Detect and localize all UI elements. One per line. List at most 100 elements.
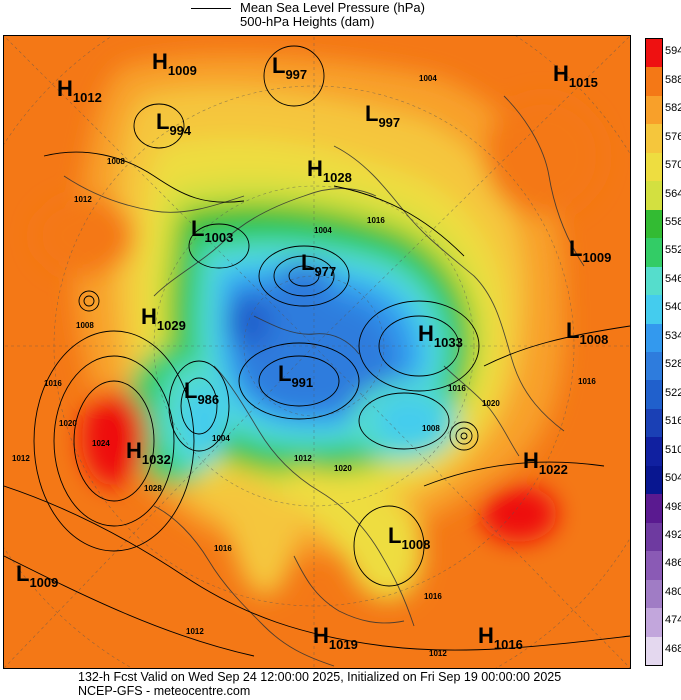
color-scale-cell bbox=[646, 124, 662, 154]
isobar-label: 1016 bbox=[44, 379, 62, 388]
color-scale-label: 504 bbox=[665, 472, 681, 485]
color-scale-cell bbox=[646, 209, 662, 239]
isobar-label: 1016 bbox=[424, 592, 442, 601]
color-scale-cell bbox=[646, 636, 662, 666]
low-pressure-center: L991 bbox=[278, 361, 313, 390]
weather-map-canvas: 1004 1008 1012 1016 1004 1008 1016 1020 1024 1012… bbox=[4, 36, 630, 668]
low-pressure-center: L986 bbox=[184, 378, 219, 407]
isobar-line-sample bbox=[191, 8, 231, 9]
isobar-label: 1012 bbox=[294, 454, 312, 463]
isobar-label: 1012 bbox=[186, 627, 204, 636]
height-field bbox=[4, 36, 630, 668]
low-pressure-center: L1003 bbox=[191, 216, 233, 245]
low-pressure-center: L1009 bbox=[16, 561, 58, 590]
map-legend: Mean Sea Level Pressure (hPa) 500-hPa He… bbox=[0, 0, 681, 34]
isobar-label: 1020 bbox=[59, 419, 77, 428]
isobar-label: 1020 bbox=[334, 464, 352, 473]
forecast-valid-text: 132-h Fcst Valid on Wed Sep 24 12:00:00 … bbox=[78, 670, 562, 684]
source-credit: NCEP-GFS - meteocentre.com bbox=[78, 684, 251, 698]
color-scale-cell bbox=[646, 95, 662, 125]
isobar-label: 1016 bbox=[367, 216, 385, 225]
color-scale-cell bbox=[646, 551, 662, 581]
high-pressure-center: H1033 bbox=[418, 321, 463, 350]
low-pressure-center: L997 bbox=[272, 53, 307, 82]
color-scale-label: 480 bbox=[665, 585, 681, 598]
mslp-legend-label: Mean Sea Level Pressure (hPa) bbox=[240, 0, 425, 15]
color-scale-cell bbox=[646, 266, 662, 296]
isobar-label: 1020 bbox=[482, 399, 500, 408]
isobar-label: 1012 bbox=[74, 195, 92, 204]
isobar-label: 1016 bbox=[578, 377, 596, 386]
color-scale-label: 576 bbox=[665, 130, 681, 143]
isobar-label: 1024 bbox=[92, 439, 110, 448]
color-scale-label: 492 bbox=[665, 528, 681, 541]
isobars bbox=[4, 45, 630, 657]
color-scale-label: 552 bbox=[665, 244, 681, 257]
isobar-label: 1008 bbox=[422, 424, 440, 433]
color-scale-cell bbox=[646, 238, 662, 268]
color-scale-label: 486 bbox=[665, 557, 681, 570]
high-pressure-center: H1015 bbox=[553, 61, 598, 90]
high-pressure-center: H1029 bbox=[141, 304, 186, 333]
isobar-label: 1008 bbox=[76, 321, 94, 330]
color-scale-cell bbox=[646, 295, 662, 325]
isobar-label: 1028 bbox=[144, 484, 162, 493]
color-scale-cell bbox=[646, 181, 662, 211]
high-pressure-center: H1028 bbox=[307, 156, 352, 185]
high-pressure-center: H1012 bbox=[57, 76, 102, 105]
color-scale-label: 474 bbox=[665, 614, 681, 627]
color-scale-label: 564 bbox=[665, 187, 681, 200]
heights-legend-label: 500-hPa Heights (dam) bbox=[240, 14, 375, 29]
color-scale-label: 468 bbox=[665, 642, 681, 655]
low-pressure-center: L1009 bbox=[569, 236, 611, 265]
low-pressure-center: L1008 bbox=[566, 318, 608, 347]
color-scale-cell bbox=[646, 152, 662, 182]
isobar-label-layer: 1004 1008 1012 1016 1004 1008 1016 1020 1024 1012… bbox=[12, 74, 596, 658]
color-scale-label: 534 bbox=[665, 329, 681, 342]
isobar-label: 1012 bbox=[429, 649, 447, 658]
color-scale-label: 528 bbox=[665, 358, 681, 371]
color-scale-label: 498 bbox=[665, 500, 681, 513]
color-scale-label: 570 bbox=[665, 159, 681, 172]
isobar-label: 1004 bbox=[419, 74, 437, 83]
pressure-centers: H1009 L997 H1012 L994 L997 H1015 H1028 L1003 L97… bbox=[16, 49, 611, 652]
low-pressure-center: L994 bbox=[156, 109, 192, 138]
color-scale-cell bbox=[646, 522, 662, 552]
color-scale-bar bbox=[645, 38, 663, 666]
high-pressure-center: H1022 bbox=[523, 448, 568, 477]
color-scale-label: 594 bbox=[665, 45, 681, 58]
weather-map: 1004 1008 1012 1016 1004 1008 1016 1020 1024 1012… bbox=[3, 35, 631, 669]
isobar-label: 1016 bbox=[214, 544, 232, 553]
color-scale-label: 516 bbox=[665, 415, 681, 428]
color-scale-cell bbox=[646, 408, 662, 438]
color-scale-label: 546 bbox=[665, 272, 681, 285]
color-scale-label: 522 bbox=[665, 386, 681, 399]
color-scale-label: 510 bbox=[665, 443, 681, 456]
color-scale-cell bbox=[646, 380, 662, 410]
color-scale-cell bbox=[646, 352, 662, 381]
high-pressure-center: H1009 bbox=[152, 49, 197, 78]
color-scale-label: 588 bbox=[665, 73, 681, 86]
isobar-label: 1012 bbox=[12, 454, 30, 463]
isobar-label: 1008 bbox=[107, 157, 125, 166]
high-pressure-center: H1016 bbox=[478, 623, 523, 652]
color-scale-cell bbox=[646, 67, 662, 97]
low-pressure-center: L977 bbox=[301, 250, 336, 279]
high-pressure-center: H1019 bbox=[313, 623, 358, 652]
coastlines bbox=[63, 95, 585, 667]
color-scale-cell bbox=[646, 437, 662, 467]
color-scale-label: 558 bbox=[665, 215, 681, 228]
low-pressure-center: L1008 bbox=[388, 523, 430, 552]
color-scale-cell bbox=[646, 323, 662, 353]
color-scale-cell bbox=[646, 494, 662, 524]
color-scale-label: 582 bbox=[665, 102, 681, 115]
isobar-label: 1004 bbox=[212, 434, 230, 443]
color-scale-cell bbox=[646, 39, 662, 68]
color-scale-cell bbox=[646, 608, 662, 638]
graticule bbox=[4, 36, 630, 668]
color-scale-cell bbox=[646, 465, 662, 495]
low-pressure-center: L997 bbox=[365, 101, 400, 130]
high-pressure-center: H1032 bbox=[126, 438, 171, 467]
isobar-label: 1016 bbox=[448, 384, 466, 393]
isobar-label: 1004 bbox=[314, 226, 332, 235]
